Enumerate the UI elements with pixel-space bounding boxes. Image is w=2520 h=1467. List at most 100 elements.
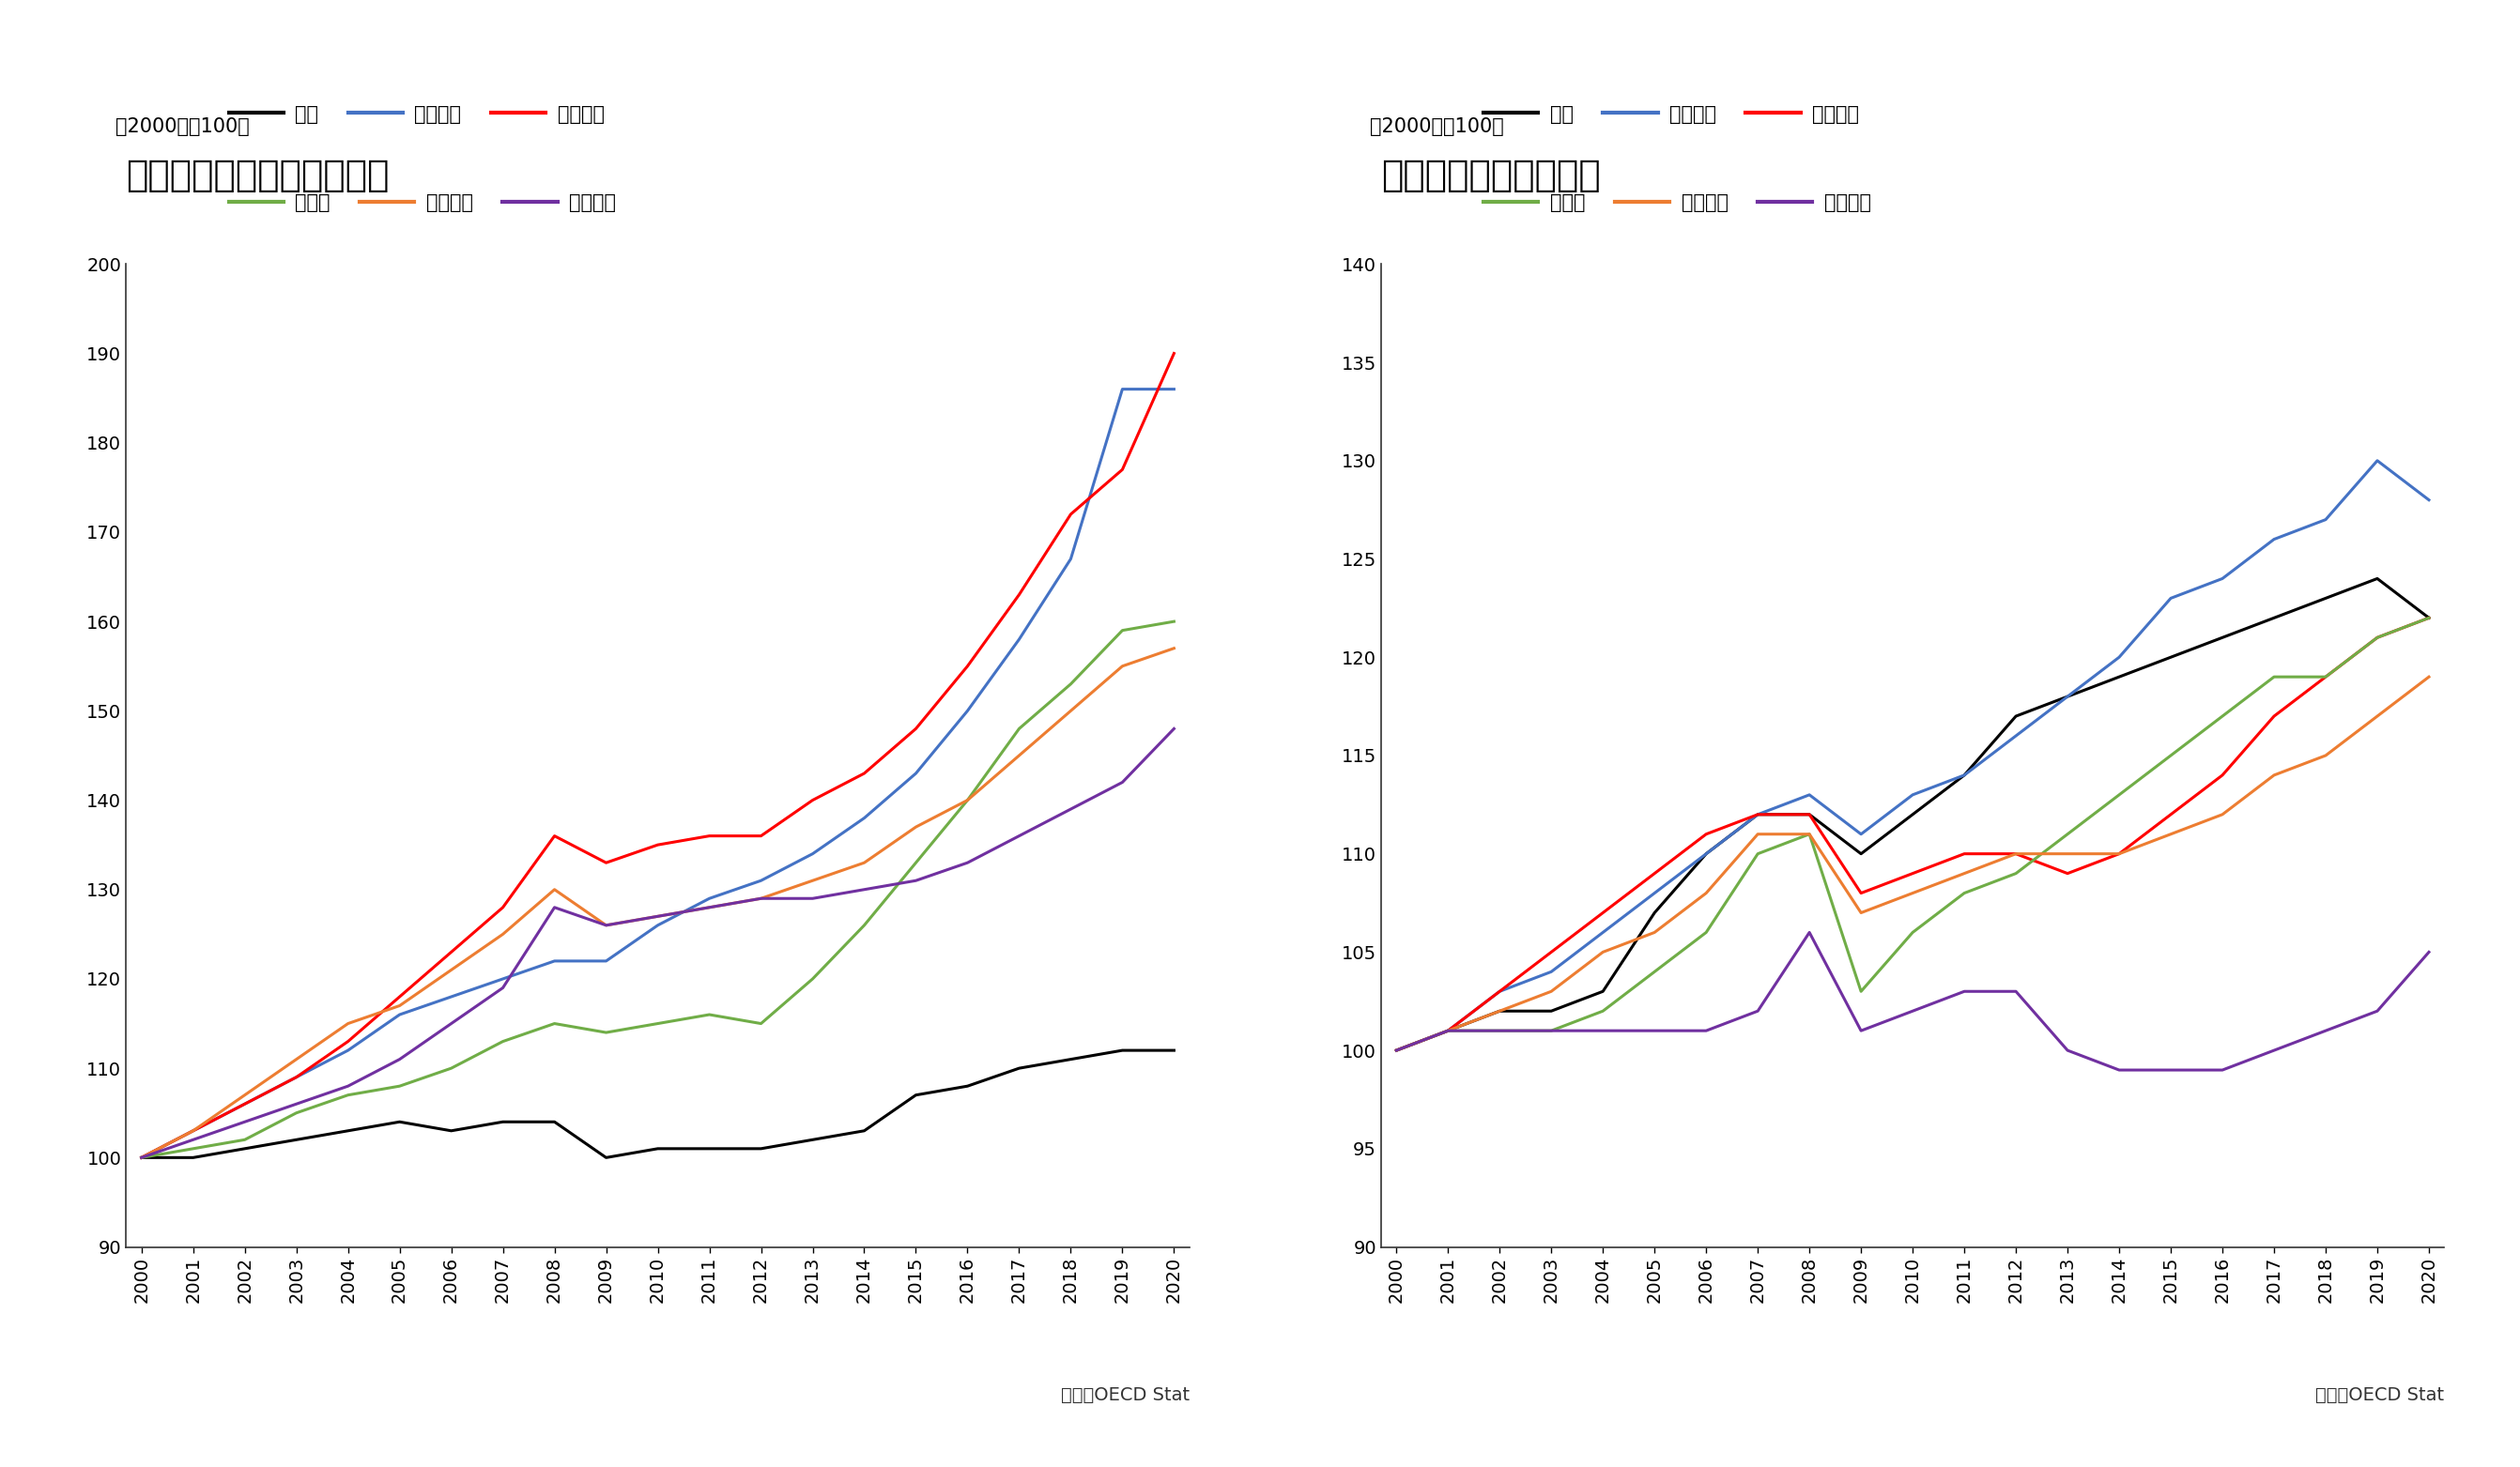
- 日本: [539, 1113, 570, 1131]
- 日本: [2258, 609, 2288, 626]
- ドイツ: [1641, 962, 1671, 980]
- イギリス: [539, 827, 570, 845]
- 日本: [1003, 1059, 1033, 1077]
- イギリス: [1159, 345, 1189, 362]
- イタリア: [1056, 801, 1086, 819]
- 日本: [1537, 1002, 1567, 1020]
- フランス: [643, 908, 673, 926]
- イギリス: [333, 1033, 363, 1050]
- イタリア: [1003, 827, 1033, 845]
- フランス: [849, 854, 879, 871]
- イタリア: [436, 1015, 466, 1033]
- イギリス: [592, 854, 622, 871]
- アメリカ: [746, 871, 776, 889]
- イタリア: [2311, 1022, 2341, 1040]
- フランス: [489, 926, 519, 943]
- Line: アメリカ: アメリカ: [1396, 461, 2429, 1050]
- イギリス: [1641, 864, 1671, 882]
- 日本: [849, 1122, 879, 1140]
- ドイツ: [849, 917, 879, 934]
- アメリカ: [1691, 845, 1721, 863]
- フランス: [796, 871, 827, 889]
- アメリカ: [1847, 826, 1877, 844]
- 日本: [1744, 805, 1774, 823]
- ドイツ: [953, 791, 983, 808]
- フランス: [900, 819, 930, 836]
- アメリカ: [1537, 962, 1567, 980]
- ドイツ: [746, 1015, 776, 1033]
- イギリス: [1434, 1022, 1464, 1040]
- ドイツ: [2104, 786, 2134, 804]
- アメリカ: [386, 1006, 416, 1024]
- ドイツ: [2155, 747, 2185, 764]
- アメリカ: [436, 987, 466, 1005]
- イタリア: [2208, 1061, 2238, 1078]
- イタリア: [953, 854, 983, 871]
- Line: フランス: フランス: [141, 648, 1174, 1157]
- イギリス: [2258, 707, 2288, 725]
- アメリカ: [2208, 569, 2238, 587]
- Line: ドイツ: ドイツ: [141, 622, 1174, 1157]
- フランス: [2104, 845, 2134, 863]
- Text: 付加価値労働生産性の推移: 付加価値労働生産性の推移: [126, 157, 391, 194]
- イタリア: [2414, 943, 2444, 961]
- イタリア: [849, 880, 879, 898]
- イタリア: [1106, 773, 1137, 791]
- イタリア: [1744, 1002, 1774, 1020]
- フランス: [1898, 885, 1928, 902]
- ドイツ: [1381, 1042, 1411, 1059]
- 日本: [1159, 1042, 1189, 1059]
- イギリス: [1744, 805, 1774, 823]
- フランス: [2258, 766, 2288, 783]
- アメリカ: [2311, 511, 2341, 528]
- フランス: [2414, 667, 2444, 685]
- 日本: [1847, 845, 1877, 863]
- アメリカ: [2414, 491, 2444, 509]
- イギリス: [900, 720, 930, 738]
- フランス: [229, 1086, 260, 1103]
- 日本: [1106, 1042, 1137, 1059]
- イギリス: [1948, 845, 1978, 863]
- ドイツ: [126, 1149, 156, 1166]
- ドイツ: [1056, 675, 1086, 692]
- ドイツ: [179, 1140, 209, 1157]
- イタリア: [1381, 1042, 1411, 1059]
- イタリア: [592, 917, 622, 934]
- ドイツ: [2051, 826, 2082, 844]
- イタリア: [643, 908, 673, 926]
- Line: 日本: 日本: [1396, 578, 2429, 1050]
- ドイツ: [333, 1086, 363, 1103]
- フランス: [1948, 864, 1978, 882]
- イギリス: [1588, 904, 1618, 921]
- 日本: [643, 1140, 673, 1157]
- 日本: [693, 1140, 723, 1157]
- フランス: [179, 1122, 209, 1140]
- Line: フランス: フランス: [1396, 676, 2429, 1050]
- イギリス: [1691, 826, 1721, 844]
- 日本: [2208, 629, 2238, 647]
- アメリカ: [2258, 531, 2288, 549]
- ドイツ: [900, 854, 930, 871]
- イギリス: [179, 1122, 209, 1140]
- アメリカ: [229, 1096, 260, 1113]
- 日本: [126, 1149, 156, 1166]
- アメリカ: [643, 917, 673, 934]
- アメリカ: [1484, 983, 1515, 1000]
- イタリア: [2001, 983, 2031, 1000]
- フランス: [1381, 1042, 1411, 1059]
- イタリア: [2051, 1042, 2082, 1059]
- 日本: [1691, 845, 1721, 863]
- ドイツ: [2258, 667, 2288, 685]
- フランス: [746, 889, 776, 907]
- イギリス: [2051, 864, 2082, 882]
- アメリカ: [849, 810, 879, 827]
- アメリカ: [592, 952, 622, 970]
- アメリカ: [2155, 590, 2185, 607]
- イタリア: [1948, 983, 1978, 1000]
- イギリス: [282, 1068, 312, 1086]
- Text: 物的労働生産性の推移: 物的労働生産性の推移: [1381, 157, 1600, 194]
- フランス: [2051, 845, 2082, 863]
- 日本: [1948, 766, 1978, 783]
- アメリカ: [2051, 688, 2082, 706]
- イギリス: [1056, 506, 1086, 524]
